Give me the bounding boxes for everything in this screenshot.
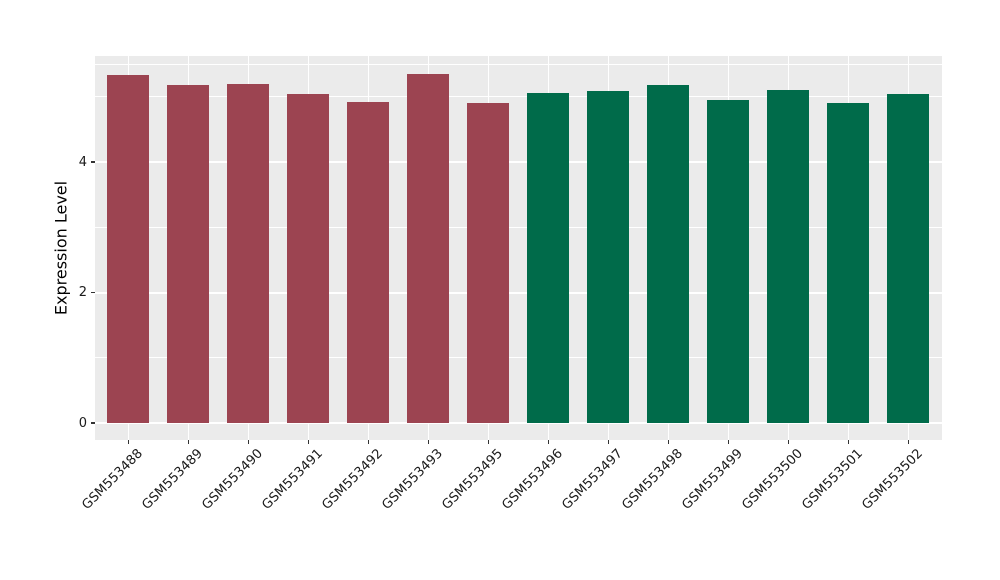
x-tick-mark <box>487 440 490 444</box>
gridline-major-y <box>95 161 942 163</box>
x-tick-label: GSM553499 <box>679 446 747 513</box>
x-tick-label: GSM553488 <box>79 446 147 513</box>
x-tick-mark <box>427 440 430 444</box>
x-tick-label: GSM553498 <box>619 446 687 513</box>
bar-GSM553501 <box>827 103 870 423</box>
x-tick-label: GSM553497 <box>559 446 627 513</box>
bar-GSM553500 <box>767 89 810 423</box>
x-tick-label: GSM553501 <box>799 446 867 513</box>
x-tick-label: GSM553502 <box>859 446 927 513</box>
y-tick-mark <box>91 422 95 424</box>
x-tick-mark <box>247 440 250 444</box>
bar-GSM553491 <box>287 94 330 423</box>
bar-GSM553489 <box>167 85 210 423</box>
y-tick-mark <box>91 291 95 294</box>
x-tick-label: GSM553490 <box>199 446 267 513</box>
x-tick-mark <box>307 440 310 444</box>
gridline-major-y <box>95 422 942 424</box>
bar-GSM553495 <box>467 102 510 423</box>
y-tick-label: 4 <box>78 154 87 170</box>
bar-GSM553490 <box>227 83 270 423</box>
bar-GSM553493 <box>407 73 450 423</box>
x-tick-label: GSM553492 <box>319 446 387 513</box>
x-tick-label: GSM553489 <box>139 446 207 513</box>
bar-GSM553499 <box>707 100 750 423</box>
y-tick-mark <box>91 161 95 163</box>
x-tick-label: GSM553496 <box>499 446 567 513</box>
y-tick-label: 0 <box>78 415 87 431</box>
x-tick-mark <box>187 440 190 444</box>
plot-panel <box>95 56 942 440</box>
x-tick-label: GSM553495 <box>439 446 507 513</box>
x-tick-label: GSM553491 <box>259 446 327 513</box>
x-tick-mark <box>127 440 130 444</box>
x-tick-mark <box>367 440 370 444</box>
bar-GSM553502 <box>887 94 930 423</box>
gridline-minor-y <box>95 357 942 359</box>
x-tick-mark <box>787 440 790 444</box>
gridline-major-y <box>95 291 942 294</box>
x-tick-mark <box>607 440 610 444</box>
gridline-minor-y <box>95 63 942 65</box>
x-tick-mark <box>847 440 850 444</box>
bar-GSM553492 <box>347 101 390 423</box>
x-tick-mark <box>667 440 670 444</box>
bar-GSM553496 <box>527 92 570 423</box>
x-tick-label: GSM553493 <box>379 446 447 513</box>
x-tick-mark <box>727 440 730 444</box>
bar-GSM553488 <box>107 75 150 423</box>
bar-GSM553498 <box>647 85 690 423</box>
gridline-minor-y <box>95 226 942 228</box>
gridline-minor-y <box>95 96 942 98</box>
x-tick-label: GSM553500 <box>739 446 807 513</box>
y-tick-label: 2 <box>78 285 87 300</box>
bar-GSM553497 <box>587 90 630 423</box>
x-tick-mark <box>907 440 910 444</box>
x-tick-mark <box>547 440 550 444</box>
